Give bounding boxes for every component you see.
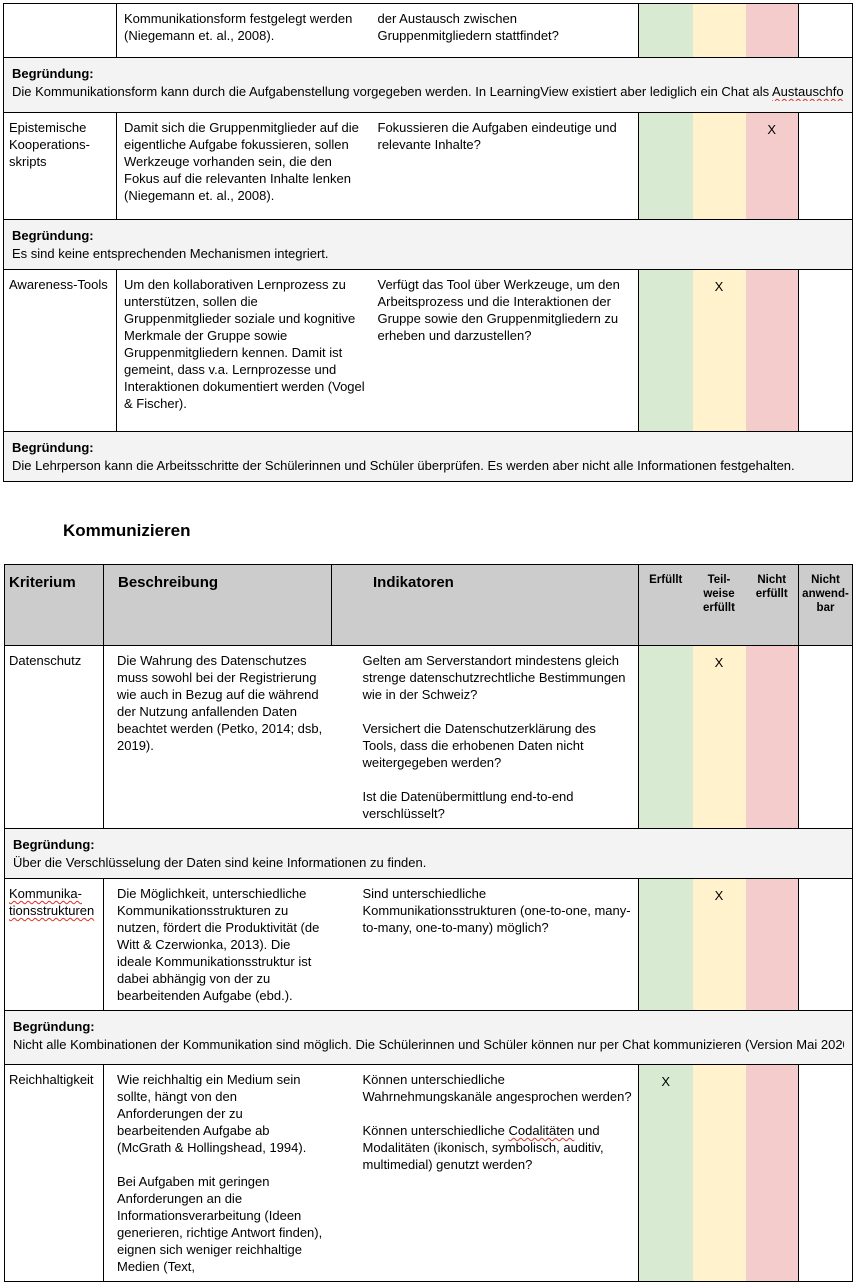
reason-row: Begründung: Es sind keine entsprechenden… xyxy=(3,219,853,270)
status-cell-teilweise xyxy=(692,1064,746,1282)
reason-label: Begründung: xyxy=(12,228,94,243)
criterion-cell: Datenschutz xyxy=(4,645,104,829)
status-cell-erfuellt xyxy=(638,112,693,220)
reason-cell: Begründung: Die Lehrperson kann die Arbe… xyxy=(3,431,853,482)
section-heading-kommunizieren: Kommunizieren xyxy=(63,521,191,540)
header-beschreibung: Beschreibung xyxy=(103,564,332,646)
criterion-cell xyxy=(3,3,117,58)
status-cell-teilweise xyxy=(692,112,746,220)
header-nicht-anwendbar: Nicht anwend-bar xyxy=(798,564,853,646)
status-cell-nicht-erfuellt xyxy=(745,645,799,829)
description-cell: Kommunikationsform festgelegt werden (Ni… xyxy=(116,3,372,58)
status-cell-nicht-anwendbar xyxy=(798,1064,853,1282)
header-kriterium: Kriterium xyxy=(4,564,104,646)
status-cell-nicht-anwendbar xyxy=(798,645,853,829)
reason-text: Es sind keine entsprechenden Mechanismen… xyxy=(12,246,329,261)
indicator-text-prefix: Können unterschiedliche xyxy=(362,1123,509,1138)
reason-text: Die Kommunikationsform kann durch die Au… xyxy=(12,83,844,101)
misspelled-word: Kommunika-tionsstrukturen xyxy=(9,886,95,918)
reason-row: Begründung: Die Lehrperson kann die Arbe… xyxy=(3,431,853,482)
status-cell-erfuellt xyxy=(638,269,693,432)
indicator-cell: Können unterschiedliche Wahrnehmungskanä… xyxy=(331,1064,639,1282)
table-row-datenschutz: Datenschutz Die Wahrung des Datenschutze… xyxy=(4,645,853,829)
header-erfuellt: Erfüllt xyxy=(638,564,693,646)
criterion-cell: Awareness-Tools xyxy=(3,269,117,432)
indicator-cell: Sind unterschiedliche Kommunikationsstru… xyxy=(331,878,639,1011)
header-nicht-erfuellt: Nicht erfüllt xyxy=(745,564,799,646)
status-cell-nicht-erfuellt xyxy=(745,269,799,432)
reason-cell: Begründung: Über die Verschlüsselung der… xyxy=(4,828,853,879)
table-row-continuation: Kommunikationsform festgelegt werden (Ni… xyxy=(3,3,853,58)
reason-text: Über die Verschlüsselung der Daten sind … xyxy=(13,855,427,870)
reason-label: Begründung: xyxy=(13,1019,95,1034)
criterion-cell: Epistemische Kooperations-skripts xyxy=(3,112,117,220)
misspelled-word: Austauschform xyxy=(772,84,844,99)
description-cell: Die Möglichkeit, unterschiedliche Kommun… xyxy=(103,878,332,1011)
status-cell-nicht-erfuellt xyxy=(745,3,799,58)
status-cell-nicht-anwendbar xyxy=(798,112,853,220)
header-indikatoren: Indikatoren xyxy=(331,564,639,646)
description-cell: Die Wahrung des Datenschutzes muss sowoh… xyxy=(103,645,332,829)
indicator-cell: Verfügt das Tool über Werkzeuge, um den … xyxy=(371,269,639,432)
table-row-awareness: Awareness-Tools Um den kollaborativen Le… xyxy=(3,269,853,432)
header-teilweise-erfuellt: Teil-weise erfüllt xyxy=(692,564,746,646)
reason-label: Begründung: xyxy=(12,440,94,455)
status-cell-erfuellt: X xyxy=(638,1064,693,1282)
reason-cell: Begründung: Nicht alle Kombinationen der… xyxy=(4,1010,853,1065)
indicator-question: Können unterschiedliche Codalitäten und … xyxy=(363,1122,633,1173)
criterion-cell: Kommunika-tionsstrukturen xyxy=(4,878,104,1011)
status-cell-erfuellt xyxy=(638,3,693,58)
indicator-text-suffix: und Modalitäten (ikonisch, symbolisch, a… xyxy=(362,1123,604,1172)
misspelled-word: Codalitäten xyxy=(508,1123,575,1138)
status-cell-erfuellt xyxy=(638,645,693,829)
reason-text: Nicht alle Kombinationen der Kommunikati… xyxy=(13,1037,844,1052)
header-row: Kriterium Beschreibung Indikatoren Erfül… xyxy=(4,564,853,646)
description-cell: Damit sich die Gruppenmitglieder auf die… xyxy=(116,112,372,220)
table-row-epistemische: Epistemische Kooperations-skripts Damit … xyxy=(3,112,853,220)
table-row-reichhaltigkeit: Reichhaltigkeit Wie reichhaltig ein Medi… xyxy=(4,1064,853,1282)
description-cell: Wie reichhaltig ein Medium sein sollte, … xyxy=(103,1064,332,1282)
status-cell-nicht-erfuellt: X xyxy=(745,112,799,220)
status-cell-teilweise xyxy=(692,3,746,58)
status-cell-nicht-anwendbar xyxy=(798,269,853,432)
criterion-cell: Reichhaltigkeit xyxy=(4,1064,104,1282)
reason-label: Begründung: xyxy=(12,66,94,81)
status-cell-erfuellt xyxy=(638,878,693,1011)
reason-cell: Begründung: Es sind keine entsprechenden… xyxy=(3,219,853,270)
reason-row: Begründung: Über die Verschlüsselung der… xyxy=(4,828,853,879)
status-cell-teilweise: X xyxy=(692,269,746,432)
reason-row: Begründung: Nicht alle Kombinationen der… xyxy=(4,1010,853,1065)
status-cell-teilweise: X xyxy=(692,645,746,829)
table-row-kommunikationsstrukturen: Kommunika-tionsstrukturen Die Möglichkei… xyxy=(4,878,853,1011)
reason-text-prefix: Die Kommunikationsform kann durch die Au… xyxy=(12,84,772,99)
evaluation-table-top: Kommunikationsform festgelegt werden (Ni… xyxy=(3,3,853,482)
evaluation-table-kommunizieren: Kriterium Beschreibung Indikatoren Erfül… xyxy=(4,564,853,1282)
status-cell-nicht-erfuellt xyxy=(745,878,799,1011)
status-cell-nicht-erfuellt xyxy=(745,1064,799,1282)
description-cell: Um den kollaborativen Lernprozess zu unt… xyxy=(116,269,372,432)
indicator-cell: Gelten am Serverstandort mindestens glei… xyxy=(331,645,639,829)
indicator-cell: der Austausch zwischen Gruppenmitglieder… xyxy=(371,3,639,58)
reason-cell: Begründung: Die Kommunikationsform kann … xyxy=(3,57,853,113)
reason-label: Begründung: xyxy=(13,837,95,852)
reason-text: Die Lehrperson kann die Arbeitsschritte … xyxy=(12,458,795,473)
indicator-question: Können unterschiedliche Wahrnehmungskanä… xyxy=(362,1072,632,1104)
status-cell-teilweise: X xyxy=(692,878,746,1011)
document-page: Kommunikationsform festgelegt werden (Ni… xyxy=(3,3,853,1282)
indicator-cell: Fokussieren die Aufgaben eindeutige und … xyxy=(371,112,639,220)
status-cell-nicht-anwendbar xyxy=(798,3,853,58)
reason-row: Begründung: Die Kommunikationsform kann … xyxy=(3,57,853,113)
status-cell-nicht-anwendbar xyxy=(798,878,853,1011)
